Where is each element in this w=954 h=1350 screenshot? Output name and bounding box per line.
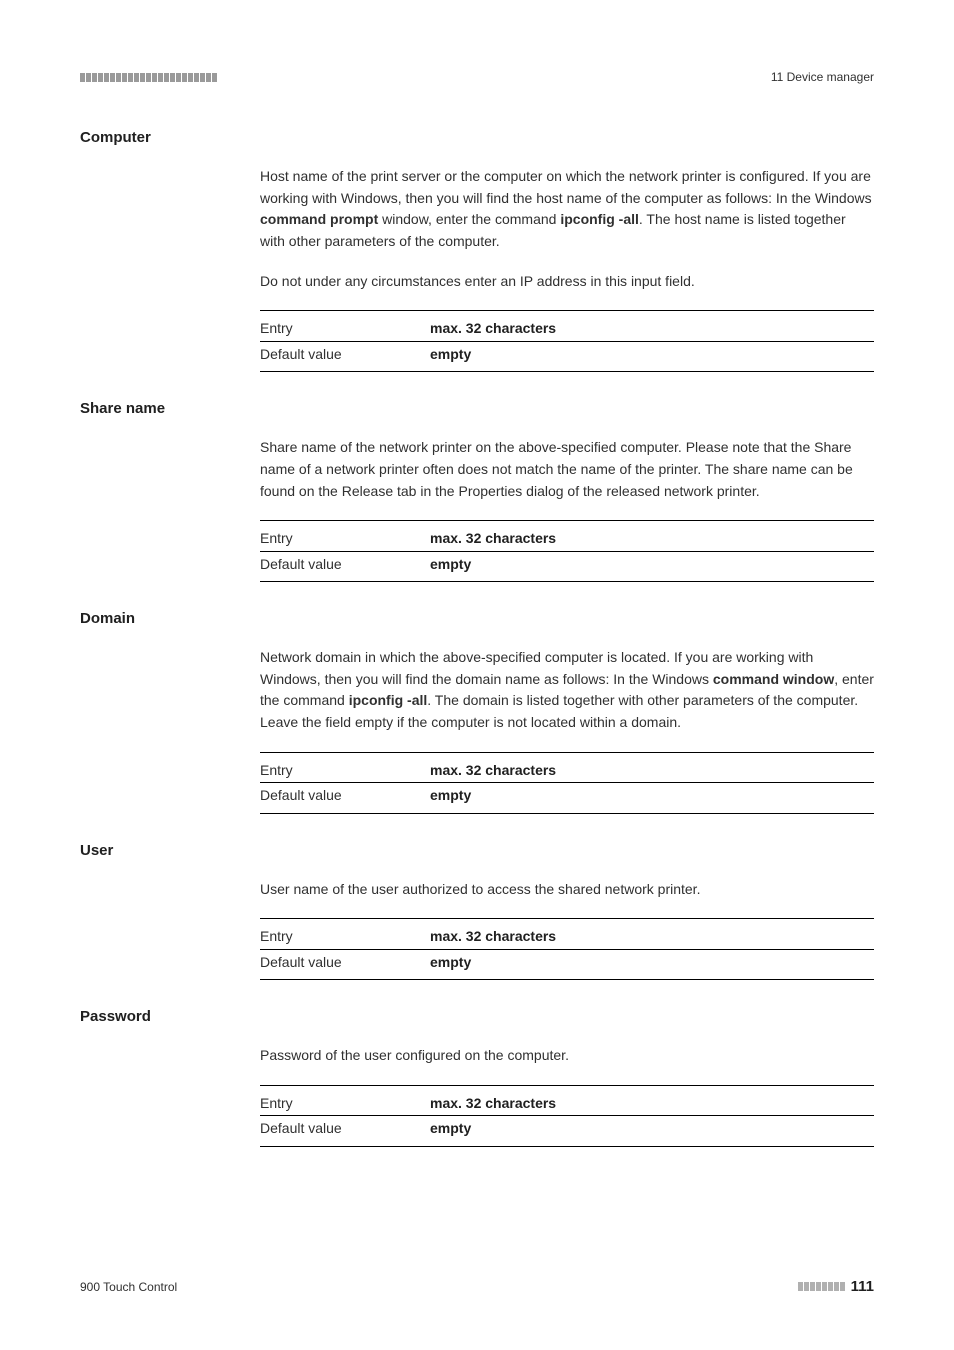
section-user: User User name of the user authorized to … (80, 842, 874, 980)
default-row: Default valueempty (260, 553, 874, 575)
entry-label: Entry (260, 527, 430, 549)
product-name: 900 Touch Control (80, 1280, 177, 1294)
entry-value: max. 32 characters (430, 1092, 556, 1114)
entry-label: Entry (260, 759, 430, 781)
page-number: 111 (851, 1278, 874, 1295)
default-value: empty (430, 1117, 471, 1139)
section-computer: Computer Host name of the print server or… (80, 129, 874, 372)
section-title: Password (80, 1008, 874, 1025)
section-paragraph: Network domain in which the above-specif… (260, 647, 874, 734)
section-title: Share name (80, 400, 874, 417)
entry-row: Entrymax. 32 characters (260, 1092, 874, 1114)
entry-row: Entrymax. 32 characters (260, 925, 874, 947)
entry-table: Entrymax. 32 charactersDefault valueempt… (260, 918, 874, 980)
entry-table: Entrymax. 32 charactersDefault valueempt… (260, 310, 874, 372)
entry-label: Entry (260, 1092, 430, 1114)
default-value: empty (430, 951, 471, 973)
chapter-title: 11 Device manager (771, 70, 874, 84)
section-paragraph: Share name of the network printer on the… (260, 437, 874, 502)
section-title: Domain (80, 610, 874, 627)
entry-label: Entry (260, 317, 430, 339)
page-header: 11 Device manager (80, 70, 874, 84)
default-row: Default valueempty (260, 343, 874, 365)
entry-table: Entrymax. 32 charactersDefault valueempt… (260, 520, 874, 582)
default-label: Default value (260, 784, 430, 806)
entry-value: max. 32 characters (430, 925, 556, 947)
entry-table: Entrymax. 32 charactersDefault valueempt… (260, 752, 874, 814)
header-ticks (80, 73, 217, 82)
section-paragraph: Password of the user configured on the c… (260, 1045, 874, 1067)
section-share-name: Share name Share name of the network prin… (80, 400, 874, 582)
section-paragraph: Host name of the print server or the com… (260, 166, 874, 253)
page-footer: 900 Touch Control 111 (80, 1278, 874, 1295)
default-value: empty (430, 343, 471, 365)
section-title: Computer (80, 129, 874, 146)
entry-value: max. 32 characters (430, 317, 556, 339)
default-row: Default valueempty (260, 784, 874, 806)
section-domain: Domain Network domain in which the above-… (80, 610, 874, 814)
default-row: Default valueempty (260, 1117, 874, 1139)
default-label: Default value (260, 343, 430, 365)
section-paragraph: Do not under any circumstances enter an … (260, 271, 874, 293)
section-title: User (80, 842, 874, 859)
entry-row: Entrymax. 32 characters (260, 759, 874, 781)
entry-table: Entrymax. 32 charactersDefault valueempt… (260, 1085, 874, 1147)
entry-row: Entrymax. 32 characters (260, 527, 874, 549)
footer-ticks (798, 1282, 845, 1291)
default-row: Default valueempty (260, 951, 874, 973)
default-value: empty (430, 784, 471, 806)
section-paragraph: User name of the user authorized to acce… (260, 879, 874, 901)
default-label: Default value (260, 951, 430, 973)
default-value: empty (430, 553, 471, 575)
default-label: Default value (260, 1117, 430, 1139)
entry-value: max. 32 characters (430, 527, 556, 549)
section-password: Password Password of the user configured … (80, 1008, 874, 1146)
default-label: Default value (260, 553, 430, 575)
entry-label: Entry (260, 925, 430, 947)
entry-row: Entrymax. 32 characters (260, 317, 874, 339)
entry-value: max. 32 characters (430, 759, 556, 781)
